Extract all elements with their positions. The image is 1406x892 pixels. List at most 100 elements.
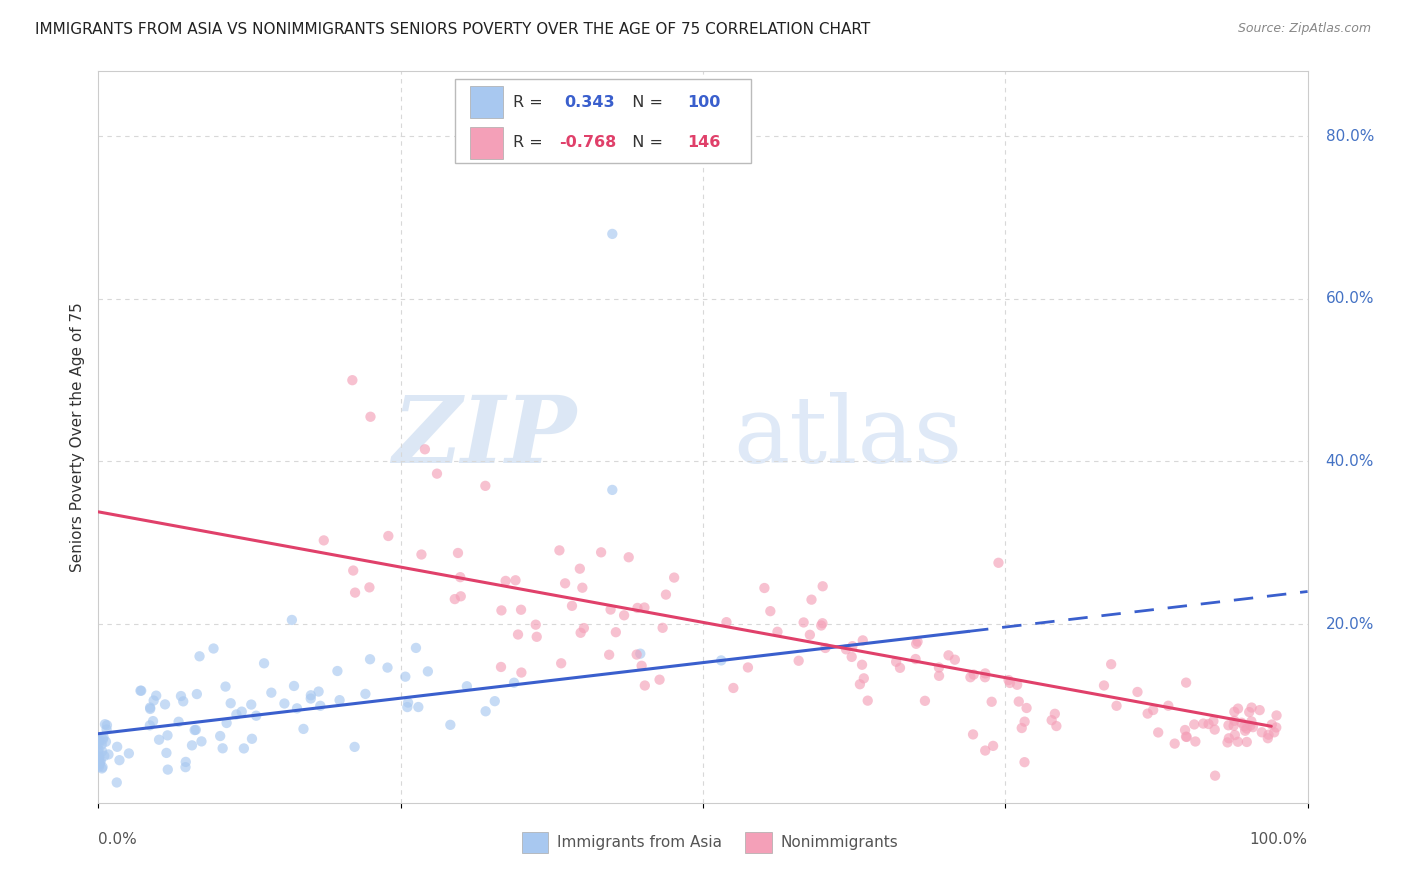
Point	[1157, 698, 1180, 713]
Point	[599, 602, 621, 616]
Point	[1175, 730, 1198, 744]
Point	[628, 647, 651, 661]
Point	[285, 701, 308, 715]
Point	[90, 761, 112, 775]
Point	[344, 585, 367, 599]
Point	[787, 654, 810, 668]
Point	[1008, 694, 1031, 708]
Point	[231, 705, 253, 719]
Point	[710, 653, 733, 667]
Point	[554, 576, 576, 591]
Text: 60.0%: 60.0%	[1326, 292, 1374, 307]
Point	[214, 680, 236, 694]
Point	[1223, 705, 1246, 719]
Point	[928, 660, 950, 674]
Point	[96, 718, 118, 732]
Point	[938, 648, 960, 663]
Point	[841, 639, 863, 653]
Point	[974, 743, 997, 757]
Point	[342, 564, 364, 578]
Point	[156, 763, 179, 777]
Point	[172, 694, 194, 708]
Point	[1192, 716, 1215, 731]
FancyBboxPatch shape	[456, 78, 751, 163]
Text: atlas: atlas	[734, 392, 963, 482]
Point	[299, 688, 322, 702]
Point	[811, 579, 834, 593]
Point	[396, 696, 419, 710]
Point	[568, 562, 591, 576]
Point	[737, 660, 759, 674]
Point	[153, 698, 176, 712]
Point	[129, 683, 152, 698]
Point	[928, 669, 950, 683]
Point	[1241, 720, 1264, 734]
Point	[943, 653, 966, 667]
Point	[377, 529, 399, 543]
Point	[87, 737, 110, 751]
Point	[181, 739, 204, 753]
Point	[245, 708, 267, 723]
Point	[215, 716, 238, 731]
Point	[89, 756, 111, 770]
Point	[281, 613, 304, 627]
Point	[1239, 718, 1261, 732]
Point	[96, 723, 118, 737]
Point	[626, 601, 648, 615]
Point	[959, 670, 981, 684]
Point	[202, 641, 225, 656]
Point	[190, 734, 212, 748]
Point	[416, 665, 439, 679]
Point	[591, 545, 613, 559]
Point	[129, 683, 152, 698]
Point	[1265, 721, 1288, 735]
Point	[851, 657, 873, 672]
FancyBboxPatch shape	[745, 832, 772, 853]
Point	[1043, 706, 1066, 721]
Point	[219, 696, 242, 710]
Point	[211, 741, 233, 756]
Point	[94, 717, 117, 731]
Point	[835, 642, 858, 657]
Point	[87, 735, 110, 749]
Point	[273, 697, 295, 711]
Point	[1040, 713, 1063, 727]
Point	[852, 671, 875, 685]
Point	[1230, 715, 1253, 730]
Text: 0.343: 0.343	[564, 95, 614, 110]
Point	[359, 652, 381, 666]
Point	[617, 550, 640, 565]
Point	[904, 652, 927, 666]
Point	[634, 679, 657, 693]
Point	[1005, 678, 1028, 692]
Text: N =: N =	[621, 135, 668, 150]
Text: Immigrants from Asia: Immigrants from Asia	[557, 835, 721, 850]
Point	[484, 694, 506, 708]
Point	[980, 695, 1002, 709]
Point	[87, 754, 110, 768]
Text: IMMIGRANTS FROM ASIA VS NONIMMIGRANTS SENIORS POVERTY OVER THE AGE OF 75 CORRELA: IMMIGRANTS FROM ASIA VS NONIMMIGRANTS SE…	[35, 22, 870, 37]
Point	[174, 755, 197, 769]
Point	[1105, 698, 1128, 713]
Point	[94, 734, 117, 748]
Text: Source: ZipAtlas.com: Source: ZipAtlas.com	[1237, 22, 1371, 36]
Point	[849, 677, 872, 691]
Point	[633, 600, 655, 615]
Point	[188, 649, 211, 664]
Point	[408, 700, 430, 714]
Point	[602, 227, 624, 241]
Point	[1263, 725, 1285, 739]
Point	[974, 670, 997, 684]
Point	[209, 729, 232, 743]
Point	[613, 608, 636, 623]
Point	[142, 693, 165, 707]
Point	[405, 640, 427, 655]
Point	[605, 625, 627, 640]
Text: 20.0%: 20.0%	[1326, 616, 1374, 632]
Point	[810, 618, 832, 632]
Point	[1015, 701, 1038, 715]
Point	[474, 479, 496, 493]
Point	[716, 615, 738, 629]
Point	[139, 702, 162, 716]
Point	[630, 658, 652, 673]
